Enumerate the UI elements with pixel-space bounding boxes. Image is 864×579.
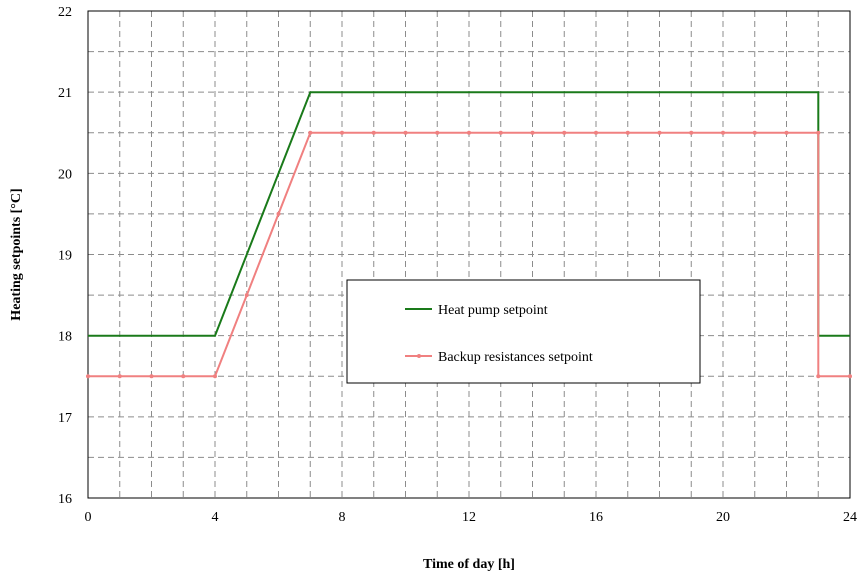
- data-point: [117, 374, 122, 379]
- data-point: [340, 130, 344, 135]
- x-tick-label: 24: [843, 510, 857, 525]
- y-tick-label: 22: [58, 5, 72, 20]
- data-point: [371, 130, 376, 135]
- data-point: [276, 211, 281, 216]
- x-tick-label: 20: [716, 510, 730, 525]
- legend-label-backup: Backup resistances setpoint: [438, 350, 593, 365]
- y-tick-label: 17: [58, 411, 72, 426]
- axis-ticks: 0 4 8 12 16 20 24 16 17 18 19 20 21 22: [58, 5, 857, 525]
- series-line-1: [88, 131, 850, 378]
- x-tick-label: 12: [462, 510, 476, 525]
- legend: Heat pump setpoint Backup resistances se…: [346, 279, 701, 384]
- grid: [88, 11, 850, 498]
- legend-label-heat-pump: Heat pump setpoint: [438, 303, 548, 318]
- y-tick-label: 21: [58, 86, 72, 101]
- plot-frame: [87, 10, 851, 499]
- data-point: [149, 374, 154, 379]
- data-point: [181, 374, 186, 379]
- x-tick-label: 4: [212, 510, 219, 525]
- y-axis-title: Heating setpoints [°C]: [9, 188, 24, 320]
- legend-marker-backup: [417, 354, 421, 358]
- y-tick-label: 16: [58, 492, 72, 507]
- data-point: [657, 130, 662, 135]
- data-point: [530, 130, 535, 135]
- x-axis-title: Time of day [h]: [423, 557, 515, 572]
- series-line-0: [88, 91, 850, 337]
- data-point: [467, 130, 471, 135]
- series-group: [86, 91, 852, 379]
- data-point: [562, 130, 567, 135]
- x-tick-label: 8: [339, 510, 346, 525]
- data-point: [86, 374, 90, 379]
- data-point: [848, 374, 852, 379]
- data-point: [816, 130, 821, 135]
- data-point: [689, 130, 694, 135]
- data-point: [403, 130, 408, 135]
- data-point: [498, 130, 503, 135]
- data-point: [784, 130, 789, 135]
- data-point: [244, 293, 249, 298]
- data-point: [435, 130, 440, 135]
- y-tick-label: 20: [58, 167, 72, 182]
- x-tick-label: 0: [85, 510, 92, 525]
- data-point: [816, 374, 821, 379]
- data-point: [594, 130, 598, 135]
- legend-box: [346, 279, 701, 384]
- y-tick-label: 19: [58, 249, 72, 264]
- data-point: [721, 130, 725, 135]
- data-point: [308, 130, 313, 135]
- y-tick-label: 18: [58, 330, 72, 345]
- data-point: [213, 374, 217, 379]
- data-point: [625, 130, 630, 135]
- x-tick-label: 16: [589, 510, 603, 525]
- data-point: [752, 130, 757, 135]
